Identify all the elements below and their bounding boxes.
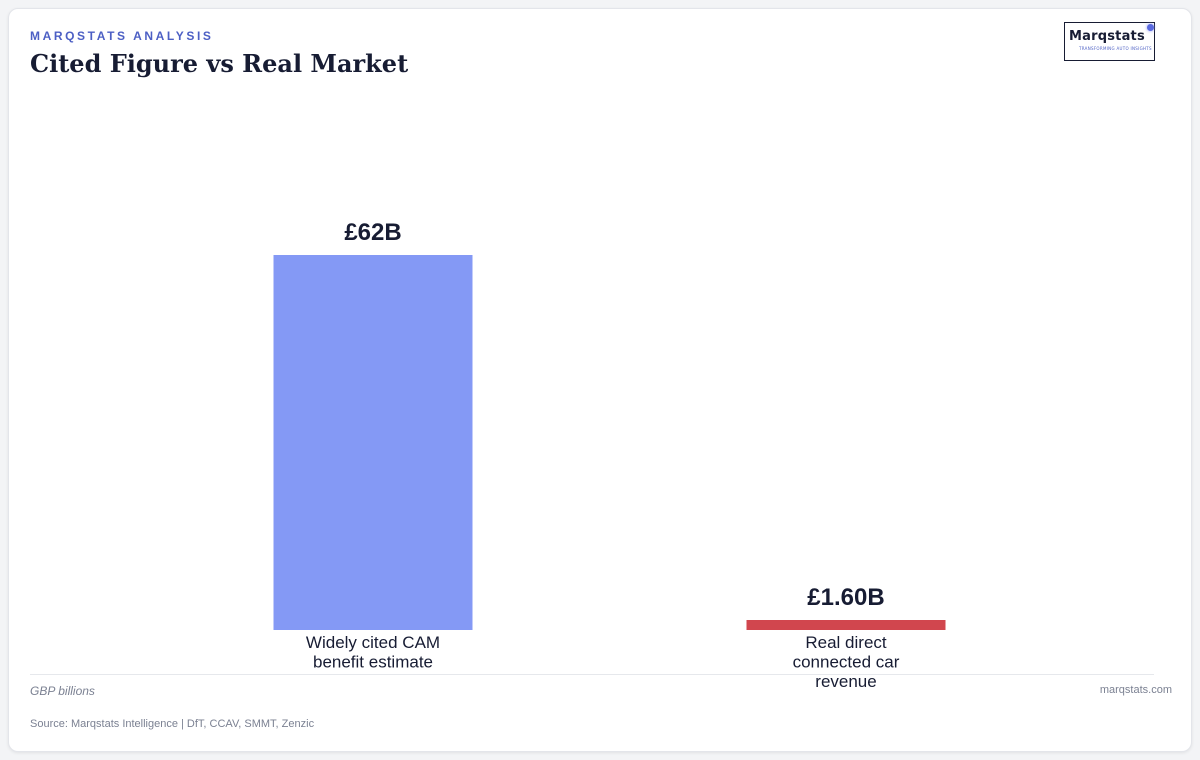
category-label-2-line-1: Real direct xyxy=(805,633,887,652)
category-label-2-line-3: revenue xyxy=(815,672,876,691)
logo-tagline: TRANSFORMING AUTO INSIGHTS xyxy=(1079,46,1152,51)
source-note: Source: Marqstats Intelligence | DfT, CC… xyxy=(30,718,315,730)
value-label-2: £1.60B xyxy=(807,584,884,611)
category-label-1-line-2: benefit estimate xyxy=(313,653,433,672)
bar-2 xyxy=(746,620,946,630)
bar-1 xyxy=(273,255,473,630)
logo-dot-icon xyxy=(1147,24,1154,31)
site-url: marqstats.com xyxy=(1099,684,1172,696)
eyebrow-label: MARQSTATS ANALYSIS xyxy=(30,29,214,43)
footer-divider xyxy=(30,674,1154,675)
category-label-2-line-2: connected car xyxy=(793,653,900,672)
value-label-1: £62B xyxy=(344,219,401,246)
logo-wordmark: Marqstats xyxy=(1069,29,1145,44)
chart-title: Cited Figure vs Real Market xyxy=(30,49,409,78)
unit-note: GBP billions xyxy=(30,684,95,698)
category-label-1-line-1: Widely cited CAM xyxy=(306,633,440,652)
marqstats-logo: Marqstats TRANSFORMING AUTO INSIGHTS xyxy=(1064,22,1155,61)
chart-card xyxy=(8,8,1192,752)
